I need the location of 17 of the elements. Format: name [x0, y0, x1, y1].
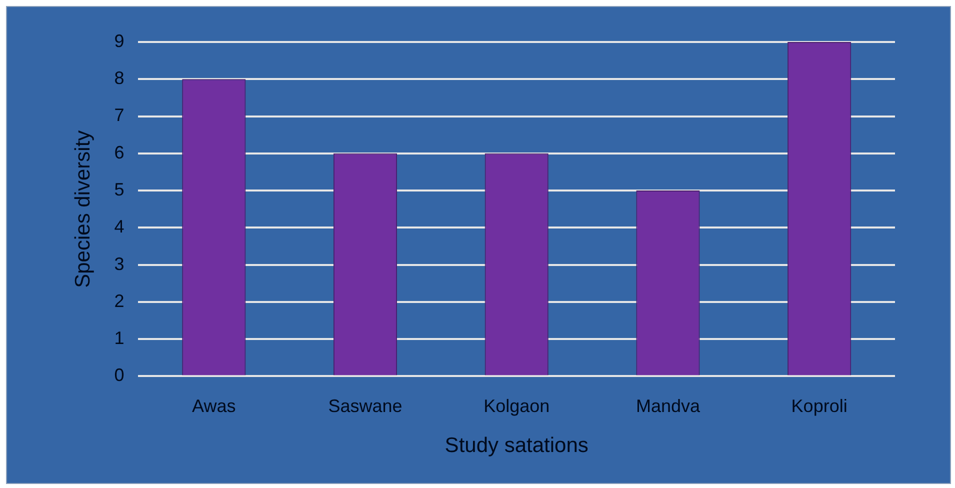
y-tick-label: 9 — [114, 30, 124, 51]
y-tick-label: 6 — [114, 142, 124, 162]
x-tick-label: Koproli — [791, 396, 848, 416]
y-tick-label: 5 — [114, 180, 124, 200]
x-tick-label: Awas — [192, 396, 236, 416]
y-tick-label: 4 — [114, 216, 124, 237]
y-axis-title: Species diversity — [71, 130, 94, 288]
y-tick-label: 8 — [114, 68, 124, 88]
y-tick-label: 7 — [114, 105, 124, 126]
y-tick-label: 1 — [114, 328, 124, 348]
y-tick-label: 2 — [114, 290, 124, 311]
x-tick-label: Kolgaon — [484, 396, 550, 416]
x-axis-title: Study satations — [444, 434, 588, 458]
y-tick-label: 3 — [114, 254, 124, 274]
x-tick-label: Saswane — [328, 396, 402, 416]
x-tick-label: Mandva — [636, 396, 701, 416]
y-tick-label: 0 — [114, 365, 124, 386]
